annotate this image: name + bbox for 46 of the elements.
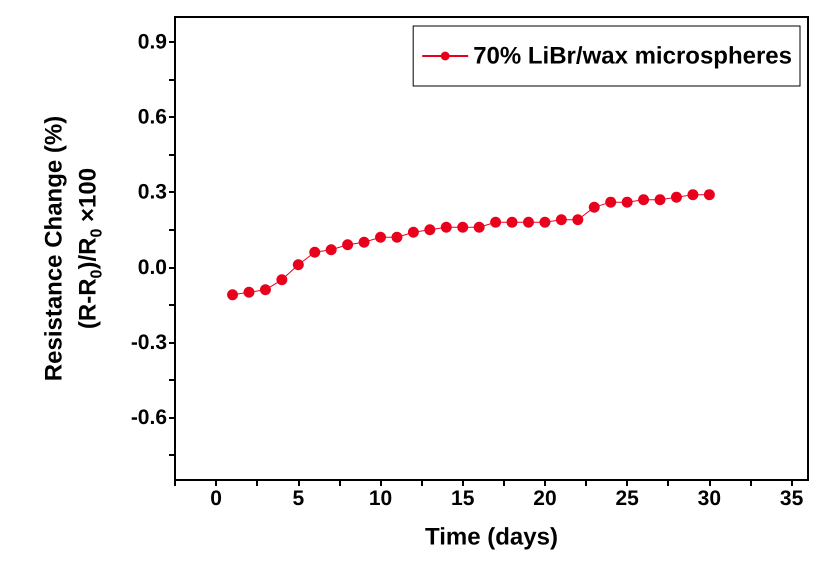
y-tick-label: -0.6 (130, 406, 167, 429)
point (342, 239, 354, 250)
point (375, 232, 386, 243)
x-tick-label: 0 (210, 487, 222, 510)
y-tick-label: 0.3 (138, 180, 167, 204)
y-tick-label: 0.0 (138, 256, 167, 279)
point (588, 202, 600, 213)
point (424, 224, 436, 236)
point (474, 222, 485, 233)
point (326, 244, 337, 256)
y-tick-label: 0.9 (138, 30, 167, 54)
x-tick-label: 10 (368, 487, 392, 510)
x-tick-label: 20 (533, 487, 557, 510)
point (260, 284, 271, 296)
point (440, 222, 452, 233)
point (408, 226, 419, 238)
point (670, 192, 682, 203)
legend-label: 70% LiBr/wax microspheres (473, 42, 792, 70)
point (622, 196, 633, 208)
point (457, 222, 468, 233)
x-tick-label: 30 (698, 487, 722, 510)
point (506, 216, 518, 228)
point (687, 189, 698, 200)
y-tick-label: -0.3 (130, 330, 167, 354)
point (358, 236, 370, 248)
point (490, 216, 502, 228)
point (539, 216, 550, 228)
point (244, 286, 254, 298)
point (227, 289, 238, 300)
point (292, 259, 304, 270)
x-tick-label: 35 (780, 487, 804, 510)
x-tick-label: 5 (292, 487, 304, 510)
point (276, 274, 288, 286)
point (704, 189, 715, 200)
y-tick-label: 0.6 (138, 106, 167, 129)
x-tick-label: 15 (451, 487, 475, 510)
point (654, 194, 666, 206)
point (523, 216, 534, 228)
point (391, 232, 402, 243)
point (309, 246, 320, 258)
x-tick-label: 25 (615, 487, 640, 510)
point (572, 214, 584, 226)
x-axis-title: Time (days) (425, 524, 558, 550)
point (605, 196, 616, 208)
point (556, 214, 567, 226)
point (638, 194, 650, 206)
